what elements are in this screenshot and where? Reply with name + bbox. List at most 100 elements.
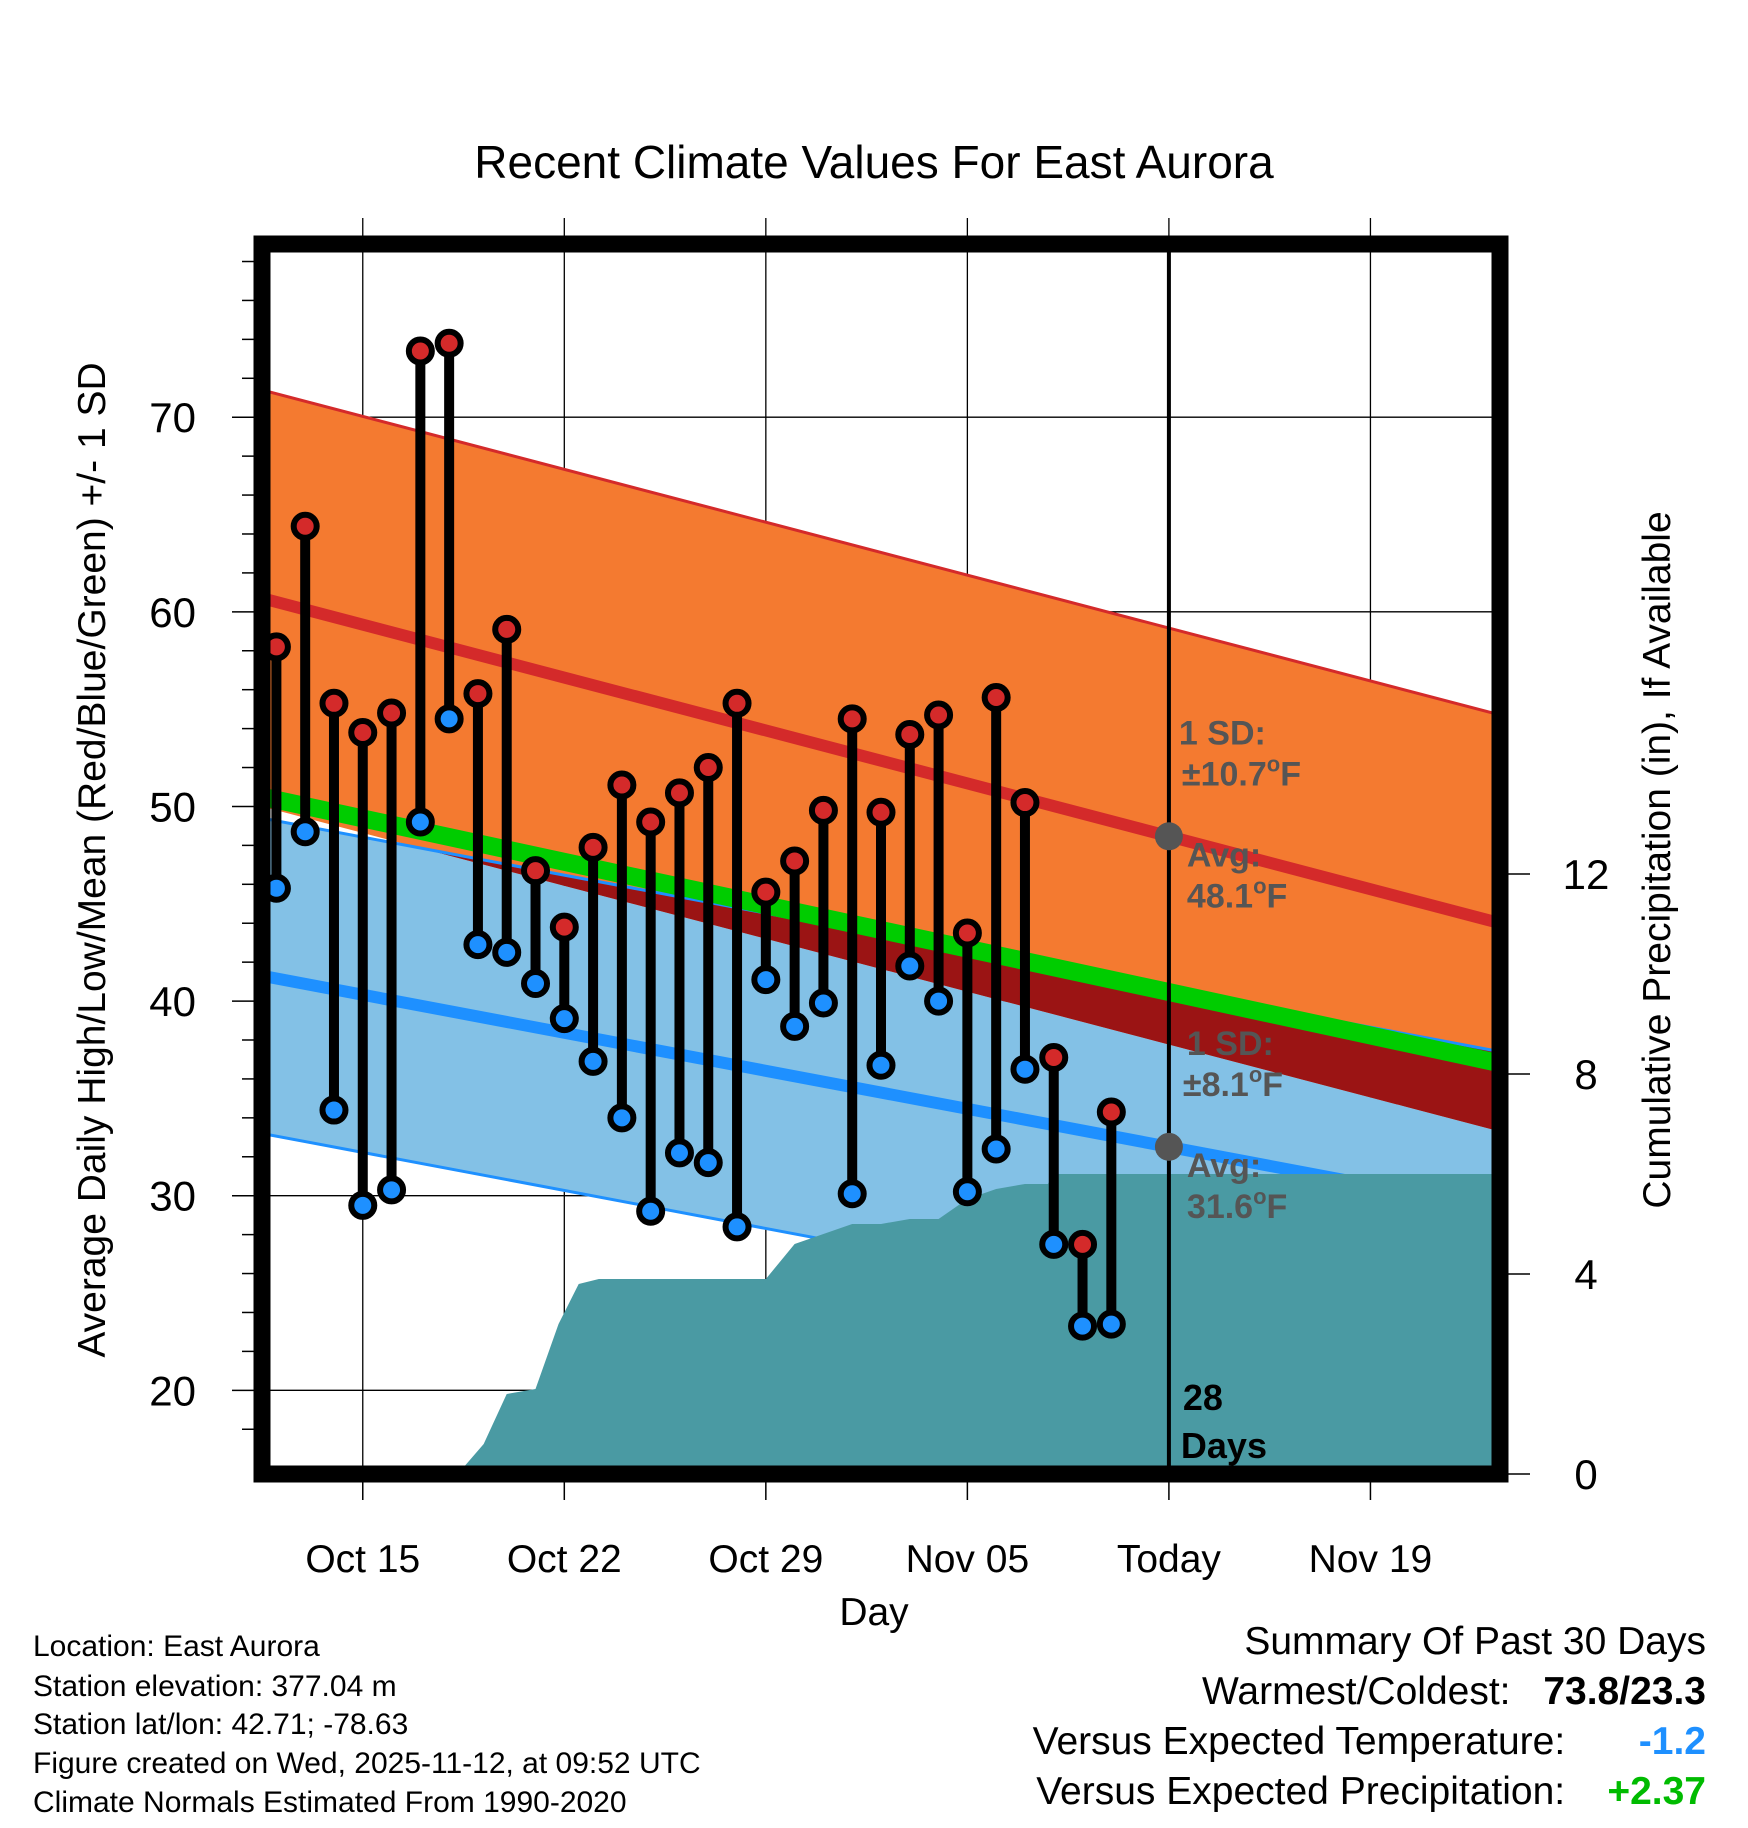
daily-high-point bbox=[751, 877, 781, 907]
daily-low-point bbox=[290, 817, 320, 847]
daily-high-point bbox=[1096, 1097, 1126, 1127]
daily-high-point bbox=[1039, 1043, 1069, 1073]
daily-high-point bbox=[693, 753, 723, 783]
precipitation-area bbox=[457, 1174, 1500, 1474]
daily-high-point bbox=[434, 328, 464, 358]
y2-tick-label: 0 bbox=[1574, 1451, 1597, 1498]
x-tick-label: Oct 22 bbox=[507, 1538, 622, 1581]
axes: 20 30 40 50 60 70 0 4 8 12 Oct 15 Oct 22 Oct 29 Nov 0… bbox=[149, 260, 1610, 1581]
x-tick-label: Today bbox=[1117, 1538, 1222, 1581]
high-upper-sd-line bbox=[262, 388, 1500, 717]
daily-high-point bbox=[837, 704, 867, 734]
high-sd-label: 1 SD: bbox=[1179, 714, 1266, 752]
daily-high-point bbox=[578, 832, 608, 862]
high-avg-value: 48.1oF bbox=[1187, 873, 1287, 915]
daily-low-point bbox=[952, 1177, 982, 1207]
y2-tick-label: 4 bbox=[1574, 1251, 1597, 1298]
daily-high-point bbox=[636, 807, 666, 837]
daily-high-point bbox=[348, 717, 378, 747]
daily-high-point bbox=[319, 688, 349, 718]
daily-high-point bbox=[521, 856, 551, 886]
daily-high-point bbox=[924, 700, 954, 730]
y-tick-label: 20 bbox=[149, 1367, 196, 1414]
daily-high-point bbox=[722, 688, 752, 718]
y-tick-label: 70 bbox=[149, 394, 196, 441]
daily-high-point bbox=[549, 912, 579, 942]
low-sd-value: ±8.1oF bbox=[1183, 1062, 1283, 1104]
daily-low-point bbox=[636, 1196, 666, 1226]
x-tick-label: Oct 15 bbox=[305, 1538, 420, 1581]
info-location: Location: East Aurora bbox=[33, 1630, 320, 1663]
plot-frame bbox=[253, 235, 1509, 1483]
daily-high-point bbox=[808, 795, 838, 825]
daily-high-point bbox=[895, 719, 925, 749]
temp-value: -1.2 bbox=[1638, 1720, 1706, 1763]
daily-low-point bbox=[722, 1212, 752, 1242]
daily-high-point bbox=[981, 682, 1011, 712]
daily-low-point bbox=[664, 1138, 694, 1168]
daily-low-point bbox=[751, 965, 781, 995]
daily-low-point bbox=[348, 1190, 378, 1220]
daily-low-point bbox=[924, 986, 954, 1016]
daily-low-point bbox=[319, 1095, 349, 1125]
daily-low-point bbox=[808, 988, 838, 1018]
high-avg-today-marker bbox=[1154, 822, 1183, 851]
daily-low-point bbox=[1096, 1309, 1126, 1339]
daily-low-point bbox=[1039, 1229, 1069, 1259]
daily-high-point bbox=[492, 614, 522, 644]
low-avg-today-marker bbox=[1154, 1132, 1183, 1161]
chart-title: Recent Climate Values For East Aurora bbox=[474, 136, 1274, 188]
daily-low-point bbox=[521, 969, 551, 999]
summary-warm-cold: Warmest/Coldest: 73.8/23.3 bbox=[1202, 1670, 1706, 1714]
x-tick-label: Nov 19 bbox=[1309, 1538, 1433, 1581]
daily-low-point bbox=[492, 937, 522, 967]
low-sd-label: 1 SD: bbox=[1187, 1025, 1274, 1063]
daily-low-point bbox=[693, 1148, 723, 1178]
x-tick-label: Oct 29 bbox=[708, 1538, 823, 1581]
daily-low-point bbox=[780, 1011, 810, 1041]
y-axis-label: Average Daily High/Low/Mean (Red/Blue/Gr… bbox=[71, 362, 114, 1357]
precip-label: Versus Expected Precipitation: bbox=[1036, 1770, 1566, 1813]
info-latlon: Station lat/lon: 42.71; -78.63 bbox=[33, 1708, 409, 1741]
info-elevation: Station elevation: 377.04 m bbox=[33, 1670, 397, 1703]
daily-low-point bbox=[434, 704, 464, 734]
high-sd-value: ±10.7oF bbox=[1182, 751, 1301, 793]
daily-low-point bbox=[377, 1175, 407, 1205]
daily-high-point bbox=[463, 679, 493, 709]
plot-area bbox=[262, 388, 1500, 1474]
daily-low-point bbox=[981, 1134, 1011, 1164]
daily-low-point bbox=[463, 930, 493, 960]
daily-low-point bbox=[405, 807, 435, 837]
daily-high-point bbox=[290, 511, 320, 541]
x-tick-label: Nov 05 bbox=[906, 1538, 1030, 1581]
daily-low-point bbox=[549, 1004, 579, 1034]
daily-low-point bbox=[607, 1103, 637, 1133]
warm-cold-label: Warmest/Coldest: bbox=[1202, 1670, 1511, 1713]
daily-high-point bbox=[1068, 1229, 1098, 1259]
high-normal-line bbox=[262, 592, 1500, 930]
low-avg-value: 31.6oF bbox=[1187, 1184, 1287, 1226]
daily-low-point bbox=[837, 1179, 867, 1209]
days-count-label: 28 bbox=[1183, 1377, 1223, 1418]
daily-high-point bbox=[664, 778, 694, 808]
daily-high-point bbox=[866, 797, 896, 827]
precip-value: +2.37 bbox=[1607, 1770, 1706, 1813]
y2-tick-label: 12 bbox=[1563, 851, 1610, 898]
summary-title: Summary Of Past 30 Days bbox=[1244, 1620, 1706, 1663]
daily-high-point bbox=[377, 698, 407, 728]
y-tick-label: 40 bbox=[149, 978, 196, 1025]
daily-low-point bbox=[578, 1046, 608, 1076]
info-created: Figure created on Wed, 2025-11-12, at 09… bbox=[33, 1747, 701, 1780]
daily-high-point bbox=[780, 846, 810, 876]
summary-temp: Versus Expected Temperature: -1.2 bbox=[1033, 1720, 1706, 1764]
y-tick-label: 50 bbox=[149, 783, 196, 830]
daily-low-point bbox=[1068, 1311, 1098, 1341]
daily-high-point bbox=[405, 336, 435, 366]
high-avg-label: Avg: bbox=[1187, 836, 1261, 874]
temp-label: Versus Expected Temperature: bbox=[1032, 1720, 1566, 1763]
y-tick-label: 60 bbox=[149, 589, 196, 636]
daily-high-point bbox=[952, 918, 982, 948]
summary-precip: Versus Expected Precipitation: +2.37 bbox=[1036, 1770, 1706, 1814]
